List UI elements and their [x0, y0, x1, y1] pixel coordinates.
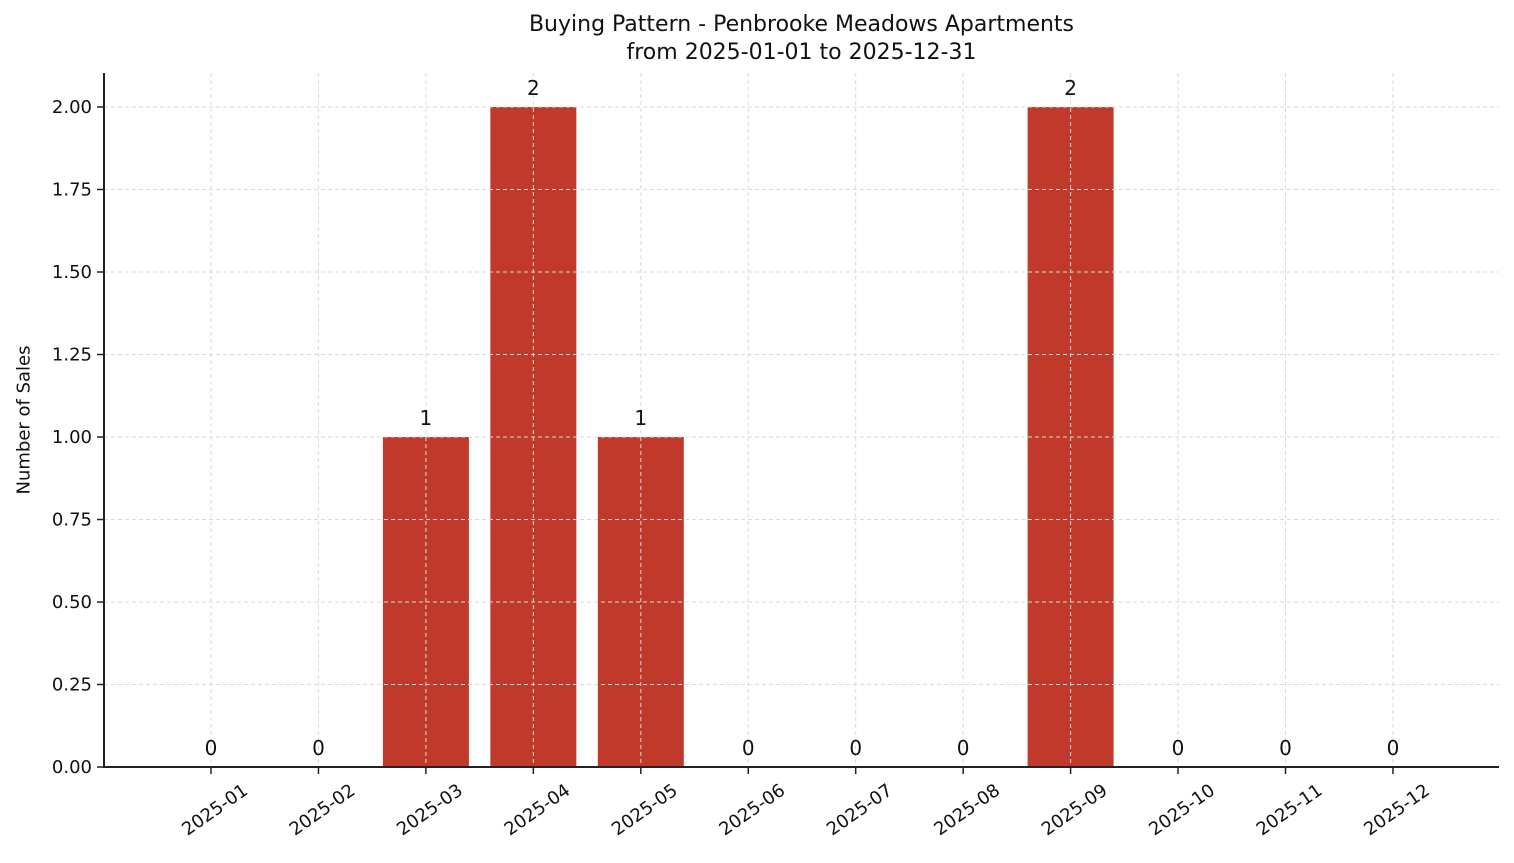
data-label: 0 [1279, 736, 1292, 760]
x-tick-label: 2025-01 [178, 780, 252, 840]
data-label: 0 [849, 736, 862, 760]
y-tick-label: 0.25 [52, 675, 92, 696]
y-tick-label: 1.75 [52, 180, 92, 201]
x-tick-label: 2025-07 [823, 780, 897, 840]
y-tick-label: 1.50 [52, 262, 92, 283]
data-label: 1 [634, 406, 647, 430]
data-label: 1 [420, 406, 433, 430]
chart-subtitle: from 2025-01-01 to 2025-12-31 [626, 40, 977, 65]
y-tick-label: 0.75 [52, 510, 92, 531]
x-tick-label: 2025-08 [930, 780, 1004, 840]
y-tick-label: 2.00 [52, 97, 92, 118]
x-tick-label: 2025-05 [608, 780, 682, 840]
chart-title-block: Buying Pattern - Penbrooke Meadows Apart… [104, 11, 1499, 67]
x-tick-label: 2025-04 [501, 780, 575, 840]
data-label: 0 [742, 736, 755, 760]
x-tick-label: 2025-10 [1145, 780, 1219, 840]
x-tick-label: 2025-02 [286, 780, 360, 840]
grid-lines [104, 73, 1499, 767]
x-tick-label: 2025-03 [393, 780, 467, 840]
x-tick-label: 2025-12 [1360, 780, 1434, 840]
data-label: 2 [1064, 76, 1077, 100]
data-label: 0 [312, 736, 325, 760]
data-label: 0 [205, 736, 218, 760]
y-tick-label: 1.00 [52, 427, 92, 448]
chart-title: Buying Pattern - Penbrooke Meadows Apart… [528, 12, 1075, 37]
x-tick-label: 2025-09 [1038, 780, 1112, 840]
data-label: 0 [1172, 736, 1185, 760]
data-label: 2 [527, 76, 540, 100]
data-label: 0 [957, 736, 970, 760]
data-label: 0 [1387, 736, 1400, 760]
axes: 0.00 0.25 0.50 0.75 1.00 1.25 1.50 1.75 2.00 2025… [52, 73, 1499, 840]
data-labels: 0 0 1 2 1 0 0 0 2 0 0 0 [205, 76, 1400, 760]
y-tick-label: 0.50 [52, 592, 92, 613]
y-tick-label: 1.25 [52, 345, 92, 366]
y-tick-label: 0.00 [52, 757, 92, 778]
x-tick-label: 2025-11 [1253, 780, 1327, 840]
x-tick-label: 2025-06 [715, 780, 789, 840]
